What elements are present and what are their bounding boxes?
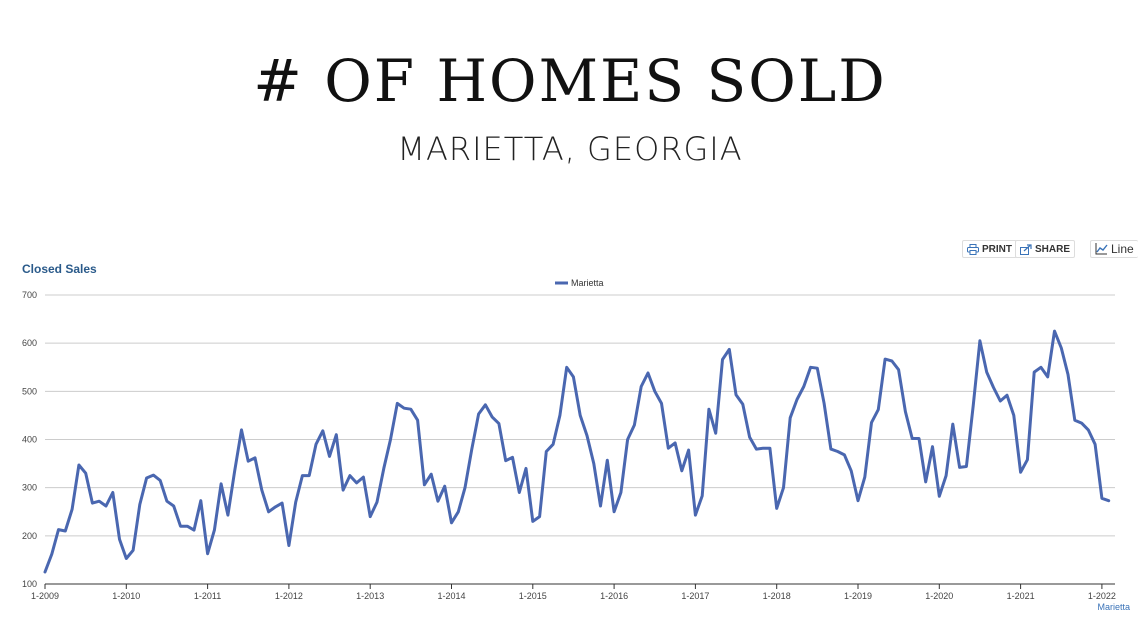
x-tick-label: 1-2009 bbox=[31, 591, 59, 601]
x-tick-label: 1-2015 bbox=[519, 591, 547, 601]
series-line-marietta[interactable] bbox=[43, 329, 1111, 574]
x-tick-label: 1-2022 bbox=[1088, 591, 1116, 601]
x-tick-label: 1-2018 bbox=[763, 591, 791, 601]
x-tick-label: 1-2013 bbox=[356, 591, 384, 601]
x-tick-label: 1-2021 bbox=[1007, 591, 1035, 601]
y-tick-label: 500 bbox=[22, 386, 37, 396]
y-tick-label: 200 bbox=[22, 531, 37, 541]
line-label: Line bbox=[1111, 242, 1134, 256]
x-tick-label: 1-2019 bbox=[844, 591, 872, 601]
x-tick-label: 1-2017 bbox=[681, 591, 709, 601]
chart-title: Closed Sales bbox=[22, 262, 97, 276]
y-tick-label: 100 bbox=[22, 579, 37, 589]
line-chart-toggle[interactable]: Line bbox=[1090, 240, 1138, 258]
x-tick-label: 1-2020 bbox=[925, 591, 953, 601]
y-tick-label: 600 bbox=[22, 338, 37, 348]
x-tick-label: 1-2012 bbox=[275, 591, 303, 601]
share-button[interactable]: SHARE bbox=[1015, 240, 1076, 258]
line-chart-icon bbox=[1095, 243, 1108, 255]
y-tick-label: 700 bbox=[22, 290, 37, 300]
x-tick-label: 1-2016 bbox=[600, 591, 628, 601]
page-subtitle: MARIETTA, GEORGIA bbox=[397, 130, 743, 168]
y-tick-label: 300 bbox=[22, 483, 37, 493]
y-tick-label: 400 bbox=[22, 435, 37, 445]
share-label: SHARE bbox=[1035, 243, 1071, 255]
printer-icon bbox=[967, 243, 979, 255]
x-axis-caption: Marietta bbox=[1097, 602, 1130, 612]
x-tick-label: 1-2011 bbox=[194, 591, 221, 601]
print-label: PRINT bbox=[982, 243, 1012, 255]
page-title: # OF HOMES SOLD bbox=[253, 47, 887, 115]
x-tick-label: 1-2014 bbox=[437, 591, 465, 601]
legend-label[interactable]: Marietta bbox=[571, 278, 604, 288]
share-icon bbox=[1020, 243, 1032, 255]
x-tick-label: 1-2010 bbox=[112, 591, 140, 601]
